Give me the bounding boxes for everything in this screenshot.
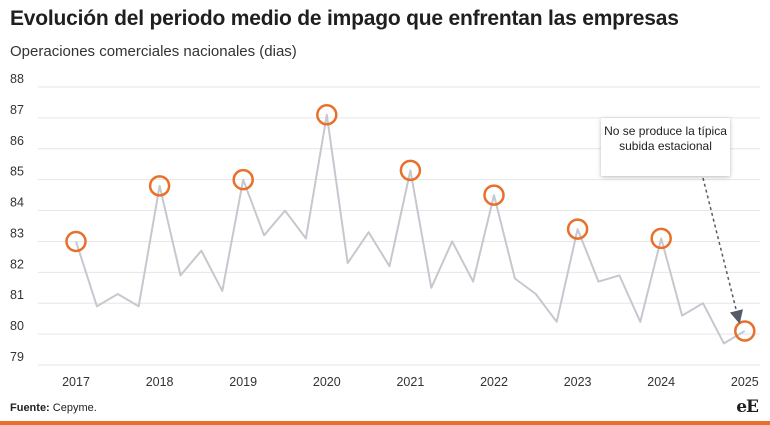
y-tick-label: 86	[10, 134, 24, 148]
y-tick-label: 79	[10, 350, 24, 364]
highlight-markers	[65, 104, 756, 342]
data-series	[75, 113, 746, 345]
brand-logo: eE	[736, 397, 759, 417]
highlight-marker	[65, 230, 87, 253]
y-tick-label: 88	[10, 72, 24, 86]
y-tick-label: 83	[10, 226, 24, 240]
highlight-marker	[148, 175, 171, 197]
source-note: Fuente: Cepyme.	[10, 402, 97, 414]
x-tick-label: 2024	[647, 375, 675, 389]
y-tick-label: 87	[10, 103, 24, 117]
source-value: Cepyme.	[52, 402, 97, 414]
x-tick-label: 2021	[396, 375, 424, 389]
x-tick-label: 2025	[731, 375, 759, 389]
highlight-marker	[483, 184, 505, 206]
x-tick-label: 2018	[146, 375, 174, 389]
series-line	[75, 113, 746, 345]
annotation-note: No se produce la típica subida estaciona…	[601, 118, 730, 176]
y-axis-ticks: 79 80 81 82 83 84 85 86 87 88	[10, 72, 24, 364]
highlight-marker	[734, 320, 756, 342]
y-tick-label: 85	[10, 165, 24, 179]
y-tick-label: 84	[10, 196, 24, 210]
y-tick-label: 80	[10, 319, 24, 333]
highlight-marker	[232, 168, 254, 191]
bottom-accent-bar	[0, 421, 770, 425]
x-tick-label: 2023	[564, 375, 592, 389]
annotation-arrow	[702, 177, 743, 324]
y-tick-label: 81	[10, 288, 24, 302]
highlight-marker	[566, 218, 589, 240]
x-tick-label: 2020	[313, 375, 341, 389]
chart-subtitle: Operaciones comerciales nacionales (dias…	[10, 43, 297, 60]
x-axis-ticks: 2017 2018 2019 2020 2021 2022 2023 2024 2025	[62, 375, 759, 389]
x-tick-label: 2022	[480, 375, 508, 389]
line-chart: 79 80 81 82 83 84 85 86 87 88 2017 2018 2019 2020 202…	[10, 72, 760, 389]
y-tick-label: 82	[10, 257, 24, 271]
chart-title: Evolución del periodo medio de impago qu…	[10, 7, 679, 30]
highlight-marker	[316, 104, 338, 126]
x-tick-label: 2017	[62, 375, 90, 389]
highlight-marker	[399, 159, 422, 182]
source-label: Fuente:	[10, 402, 50, 414]
highlight-marker	[650, 227, 672, 250]
x-tick-label: 2019	[229, 375, 257, 389]
